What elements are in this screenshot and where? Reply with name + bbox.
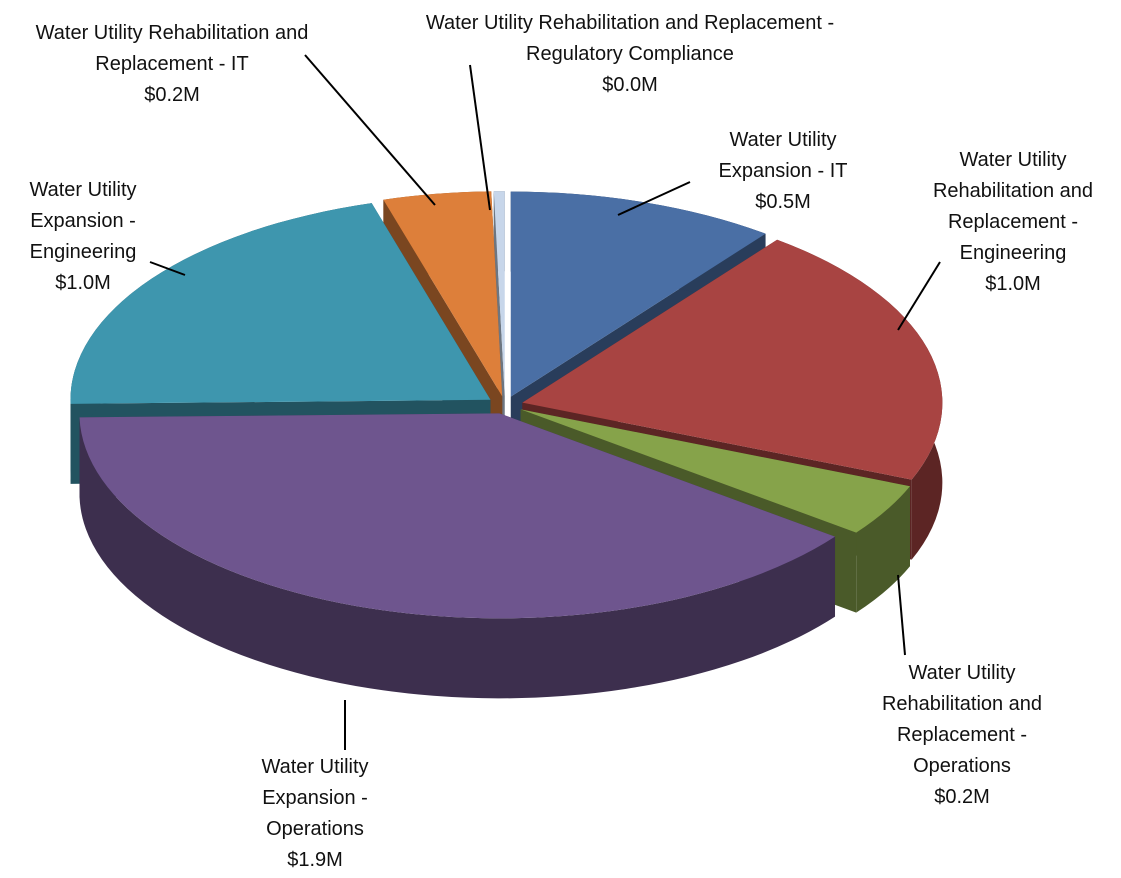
- data-label: Water Utility Rehabilitation and Replace…: [12, 18, 332, 111]
- value-label: $0.2M: [934, 786, 990, 808]
- slice: [70, 203, 491, 404]
- slice-side: [79, 417, 836, 699]
- slice: [493, 191, 505, 397]
- data-label: Water Utility Expansion - Operations $1.9…: [225, 752, 405, 876]
- leader-line: [897, 574, 906, 656]
- slice: [510, 191, 766, 397]
- data-label: Water Utility Rehabilitation and Replace…: [908, 145, 1118, 300]
- value-label: $1.9M: [287, 849, 343, 871]
- slice: [383, 191, 503, 397]
- data-label: Water Utility Expansion - Engineering $1.…: [0, 175, 168, 299]
- category-label: Water Utility Expansion - Operations: [261, 756, 369, 840]
- value-label: $0.0M: [602, 74, 658, 96]
- data-label: Water Utility Rehabilitation and Replace…: [847, 658, 1077, 813]
- category-label: Water Utility Expansion - IT: [718, 129, 848, 182]
- slice: [522, 239, 943, 480]
- value-label: $1.0M: [985, 273, 1041, 295]
- value-label: $0.5M: [755, 191, 811, 213]
- data-label: Water Utility Rehabilitation and Replace…: [410, 8, 850, 101]
- slice: [79, 413, 836, 619]
- leader-line: [617, 181, 691, 216]
- category-label: Water Utility Rehabilitation and Replace…: [932, 149, 1094, 264]
- category-label: Water Utility Expansion - Engineering: [29, 179, 137, 263]
- category-label: Water Utility Rehabilitation and Replace…: [425, 12, 835, 65]
- data-label: Water Utility Expansion - IT $0.5M: [698, 125, 868, 218]
- leader-line: [897, 261, 941, 331]
- leader-line: [304, 54, 436, 206]
- leader-line: [149, 261, 186, 276]
- category-label: Water Utility Rehabilitation and Replace…: [881, 662, 1043, 777]
- slice-side: [856, 486, 910, 613]
- slice: [520, 409, 910, 533]
- leader-line: [469, 64, 491, 211]
- value-label: $1.0M: [55, 272, 111, 294]
- value-label: $0.2M: [144, 84, 200, 106]
- category-label: Water Utility Rehabilitation and Replace…: [35, 22, 309, 75]
